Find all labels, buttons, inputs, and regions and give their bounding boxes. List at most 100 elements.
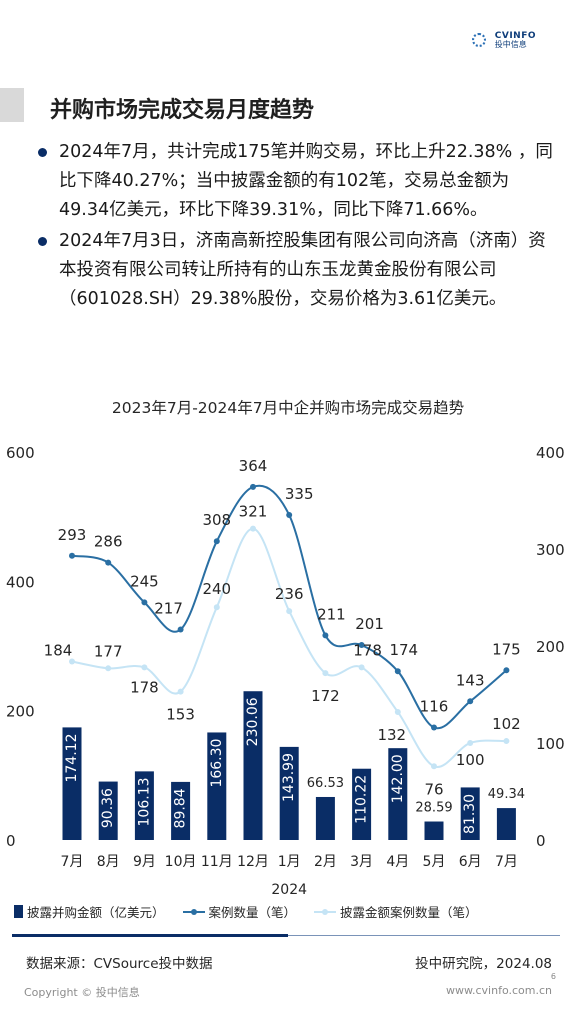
legend-line-swatch-disclosed — [314, 908, 337, 915]
combo-chart: 600 400 200 0 400 300 200 100 0 293 286 245 217 308 36… — [6, 444, 565, 898]
data-label-cases: 174 — [389, 641, 418, 659]
data-label-disclosed: 178 — [130, 678, 159, 696]
data-label-cases: 245 — [130, 572, 159, 590]
data-label-disclosed: 178 — [353, 641, 382, 659]
point-disclosed — [358, 664, 365, 671]
y-right-tick-label: 200 — [536, 638, 565, 656]
data-label-cases: 217 — [154, 600, 183, 618]
data-label-disclosed: 172 — [311, 687, 340, 705]
bar — [315, 796, 335, 840]
page-title: 并购市场完成交易月度趋势 — [50, 98, 315, 123]
point-disclosed — [503, 738, 510, 745]
bar-value-label: 66.53 — [307, 776, 344, 791]
data-label-cases: 211 — [317, 605, 346, 623]
y-left-tick-label: 600 — [6, 444, 35, 462]
point-disclosed — [322, 670, 329, 677]
x-year-label: 2024 — [271, 882, 307, 898]
bar — [207, 732, 227, 840]
bar — [134, 771, 154, 840]
legend-label-cases: 案例数量（笔） — [208, 905, 297, 920]
bar-value-label: 106.13 — [136, 777, 152, 826]
legend-line-swatch-cases — [182, 908, 205, 915]
data-label-cases: 335 — [285, 485, 314, 503]
bar-value-label: 142.00 — [390, 754, 406, 803]
data-label-disclosed: 132 — [377, 726, 406, 744]
bar — [171, 781, 191, 840]
data-label-disclosed: 321 — [239, 503, 268, 521]
bullet-item-1: 2024年7月，共计完成175笔并购交易，环比上升22.38% ，同比下降40.… — [36, 138, 556, 225]
point-disclosed — [69, 658, 75, 665]
point-cases — [358, 642, 365, 649]
bar-value-label: 89.84 — [173, 788, 189, 828]
data-label-disclosed: 177 — [94, 642, 123, 660]
data-label-cases: 293 — [58, 526, 87, 544]
point-cases — [286, 512, 293, 519]
bar-value-label: 49.34 — [488, 787, 525, 802]
website: www.cvinfo.com.cn — [446, 984, 552, 997]
legend-item-bars: 披露并购金额（亿美元） — [14, 902, 165, 921]
point-disclosed — [177, 688, 184, 695]
bullet-item-2: 2024年7月3日，济南高新控股集团有限公司向济高（济南）资本投资有限公司转让所… — [36, 227, 556, 314]
x-tick-label: 8月 — [97, 854, 120, 870]
bar-value-label: 143.99 — [281, 753, 297, 802]
footer-rule-light — [288, 935, 560, 936]
x-tick-label: 11月 — [201, 854, 233, 870]
point-cases — [141, 599, 148, 606]
bar — [243, 691, 263, 840]
bar — [460, 787, 480, 840]
series-line-disclosed — [71, 527, 507, 768]
data-label-disclosed: 153 — [166, 706, 195, 724]
point-cases — [213, 538, 220, 545]
y-right-tick-label: 400 — [536, 444, 565, 462]
x-tick-label: 6月 — [459, 854, 482, 870]
point-cases — [503, 667, 510, 674]
point-cases — [250, 483, 256, 490]
brand-logo: CVINFO 投中信息 — [469, 30, 536, 50]
point-disclosed — [394, 708, 401, 715]
point-disclosed — [105, 665, 112, 672]
y-left-tick-label: 400 — [6, 573, 35, 591]
y-right-tick-label: 300 — [536, 541, 565, 559]
y-right-tick-label: 100 — [536, 735, 565, 753]
data-label-cases: 143 — [456, 671, 485, 689]
bar-value-label: 81.30 — [462, 794, 478, 834]
point-cases — [105, 559, 112, 566]
data-label-cases: 201 — [355, 615, 384, 633]
point-disclosed — [250, 525, 256, 532]
legend-label-disclosed: 披露金额案例数量（笔） — [340, 905, 478, 920]
x-tick-label: 12月 — [237, 854, 269, 870]
bar-value-label: 166.30 — [209, 739, 225, 788]
y-right-tick-label: 0 — [536, 832, 546, 850]
legend-item-cases: 案例数量（笔） — [182, 902, 297, 921]
point-cases — [322, 632, 329, 639]
research-credit: 投中研究院，2024.08 — [415, 956, 552, 972]
point-cases — [431, 724, 437, 731]
bar-value-label: 28.59 — [415, 801, 452, 816]
data-label-cases: 308 — [202, 511, 231, 529]
bar-value-label: 174.12 — [64, 734, 80, 783]
data-label-disclosed: 102 — [492, 715, 521, 733]
x-tick-label: 2月 — [314, 854, 337, 870]
point-disclosed — [286, 608, 293, 615]
point-cases — [467, 698, 474, 705]
bar — [62, 727, 82, 840]
data-label-cases: 175 — [492, 640, 521, 658]
bar — [279, 746, 299, 840]
chart-legend: 披露并购金额（亿美元） 案例数量（笔） 披露金额案例数量（笔） — [14, 902, 478, 921]
point-disclosed — [141, 664, 148, 671]
data-label-disclosed: 240 — [202, 580, 231, 598]
data-label-disclosed: 76 — [424, 780, 443, 798]
legend-label-bars: 披露并购金额（亿美元） — [27, 905, 165, 920]
x-tick-label: 10月 — [165, 854, 197, 870]
bar — [98, 781, 118, 840]
x-tick-label: 9月 — [133, 854, 156, 870]
legend-item-disclosed: 披露金额案例数量（笔） — [314, 902, 478, 921]
bar-value-label: 90.36 — [100, 788, 116, 828]
chart-title: 2023年7月-2024年7月中企并购市场完成交易趋势 — [111, 399, 465, 417]
footer-rule-dark — [12, 934, 288, 937]
bar-value-label: 230.06 — [245, 697, 261, 746]
data-label-disclosed: 184 — [44, 642, 73, 660]
logo-text-en: CVINFO — [494, 30, 536, 41]
y-left-tick-label: 200 — [6, 703, 35, 721]
bar — [352, 768, 372, 840]
